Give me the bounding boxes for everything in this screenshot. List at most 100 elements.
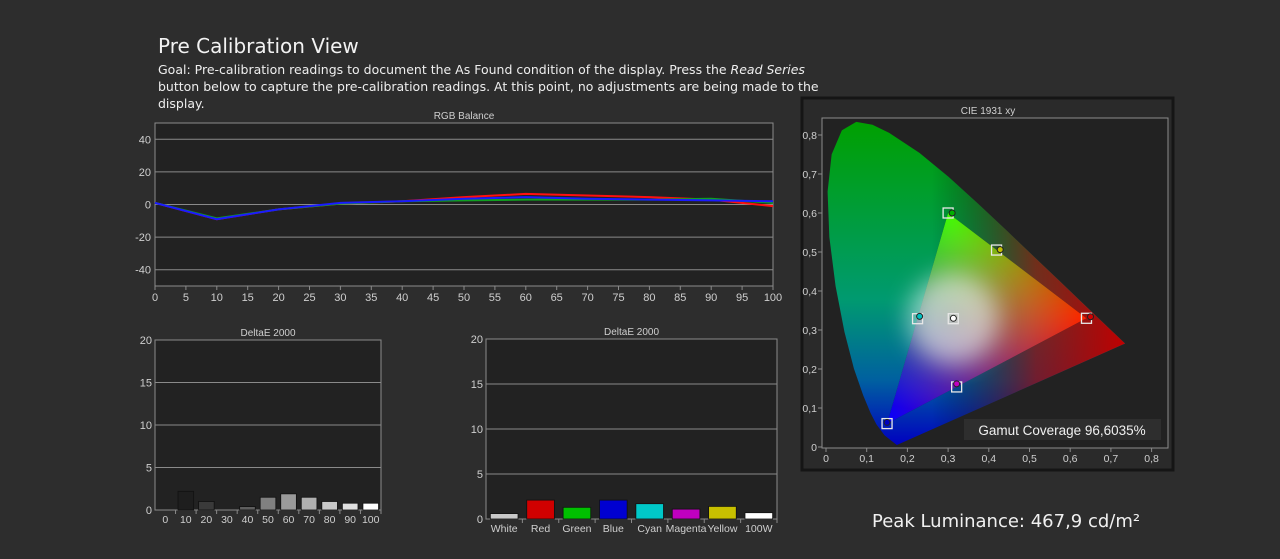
x-tick-label: 75	[612, 292, 624, 304]
x-tick-label: 0	[162, 514, 168, 526]
y-tick-label: 0,2	[802, 364, 817, 376]
y-tick-label: 10	[140, 420, 152, 432]
x-tick-label: 60	[283, 514, 295, 526]
deltae-colors-chart: DeltaE 2000 0 5 10 15 20 White Red Green Blue Cyan…	[471, 327, 778, 535]
y-tick-label: 0,6	[802, 208, 817, 220]
x-tick-label: 45	[427, 292, 439, 304]
y-tick-label: 0,3	[802, 325, 817, 337]
bar-60	[280, 493, 297, 511]
y-tick-label: 0	[145, 200, 151, 212]
y-tick-label: 40	[139, 134, 151, 146]
target-blue	[881, 417, 893, 430]
y-tick-label: 5	[146, 463, 152, 475]
goal-text-end: button below to capture the pre-calibrat…	[158, 79, 819, 111]
y-tick-label: 10	[471, 424, 483, 436]
x-tick-label: 65	[551, 292, 563, 304]
y-tick-label: 0	[811, 442, 817, 454]
gamut-coverage-box	[964, 419, 1161, 440]
x-tick-label: 30	[334, 292, 346, 304]
bar-90	[341, 502, 359, 511]
x-tick-label: 90	[344, 514, 356, 526]
bar-Blue	[599, 499, 628, 520]
y-tick-label: 15	[471, 379, 483, 391]
x-tick-label: 0,5	[1022, 453, 1037, 465]
chart-title: CIE 1931 xy	[961, 106, 1015, 117]
bar-100W	[744, 512, 774, 520]
y-tick-label: 0	[477, 514, 483, 526]
x-tick-label: Yellow	[707, 523, 737, 535]
chart-title: RGB Balance	[434, 111, 495, 122]
x-tick-label: 50	[458, 292, 470, 304]
y-tick-label: 15	[140, 378, 152, 390]
measured-magenta	[953, 380, 961, 388]
y-tick-label: -40	[135, 265, 151, 277]
chart-title: DeltaE 2000	[240, 328, 295, 339]
x-tick-label: 0,8	[1144, 453, 1159, 465]
x-tick-label: 0,4	[981, 453, 996, 465]
bar-20	[198, 501, 215, 511]
y-tick-label: 20	[140, 335, 152, 347]
gamut-triangle	[887, 213, 1087, 424]
bar-40	[239, 506, 256, 511]
y-tick-label: 0,4	[802, 286, 817, 298]
x-tick-label: 0	[152, 292, 158, 304]
x-tick-label: 0	[823, 453, 829, 465]
y-tick-label: -20	[135, 232, 151, 244]
x-tick-label: 90	[705, 292, 717, 304]
x-tick-label: White	[491, 523, 518, 535]
x-tick-label: 15	[242, 292, 254, 304]
measured-cyan	[916, 312, 924, 320]
x-tick-label: 10	[211, 292, 223, 304]
peak-luminance: Peak Luminance: 467,9 cd/m²	[872, 511, 1141, 532]
bar-Magenta	[671, 508, 701, 520]
bar-10	[177, 490, 195, 511]
measured-yellow	[996, 246, 1004, 254]
bar-50	[259, 496, 277, 511]
x-tick-label: 100	[764, 292, 782, 304]
read-series-reference: Read Series	[730, 62, 805, 77]
rgb-balance-chart: RGB Balance -40 -20 0 20 40 0 5 10 15 20 25 30 35 40 45…	[135, 111, 782, 304]
x-tick-label: 0,1	[859, 453, 874, 465]
x-tick-label: 0,2	[900, 453, 915, 465]
x-tick-label: 100	[362, 514, 380, 526]
x-tick-label: 20	[272, 292, 284, 304]
y-tick-label: 20	[139, 167, 151, 179]
series-line-2	[154, 196, 774, 221]
x-tick-label: 100W	[745, 523, 773, 535]
x-tick-label: 10	[180, 514, 192, 526]
y-tick-label: 0,8	[802, 130, 817, 142]
chart-title: DeltaE 2000	[604, 327, 659, 338]
x-tick-label: 95	[736, 292, 748, 304]
x-tick-label: Red	[531, 523, 550, 535]
deltae-grayscale-chart: DeltaE 2000 0 5 10 15 20 0 10 20 30 40 50 60 70 80 90 10…	[140, 328, 382, 526]
x-tick-label: 85	[674, 292, 686, 304]
cie-1931-chart: CIE 1931 xy 0 0,1 0,2 0,3 0,4 0,5 0,6 0,7 0,8 0 0,1…	[800, 96, 1175, 472]
x-tick-label: Blue	[603, 523, 624, 535]
page-title: Pre Calibration View	[158, 34, 359, 58]
bar-70	[300, 496, 318, 511]
y-tick-label: 0,7	[802, 169, 817, 181]
y-tick-label: 0,1	[802, 403, 817, 415]
x-tick-label: 80	[643, 292, 655, 304]
x-tick-label: 35	[365, 292, 377, 304]
x-tick-label: 0,3	[941, 453, 956, 465]
x-tick-label: 80	[324, 514, 336, 526]
bar-Green	[562, 506, 592, 520]
y-tick-label: 5	[477, 469, 483, 481]
measured-red	[1087, 313, 1095, 321]
goal-text-start: Goal: Pre-calibration readings to docume…	[158, 62, 731, 77]
x-tick-label: 0,7	[1104, 453, 1119, 465]
x-tick-label: Cyan	[637, 523, 662, 535]
y-tick-label: 0,5	[802, 247, 817, 259]
y-tick-label: 20	[471, 334, 483, 346]
x-tick-label: Magenta	[666, 523, 707, 535]
x-tick-label: 50	[262, 514, 274, 526]
x-tick-label: 60	[520, 292, 532, 304]
x-tick-label: 70	[581, 292, 593, 304]
x-tick-label: Green	[562, 523, 591, 535]
measured-green	[948, 209, 956, 217]
x-tick-label: 20	[201, 514, 213, 526]
measured-white	[949, 314, 957, 322]
x-tick-label: 30	[221, 514, 233, 526]
